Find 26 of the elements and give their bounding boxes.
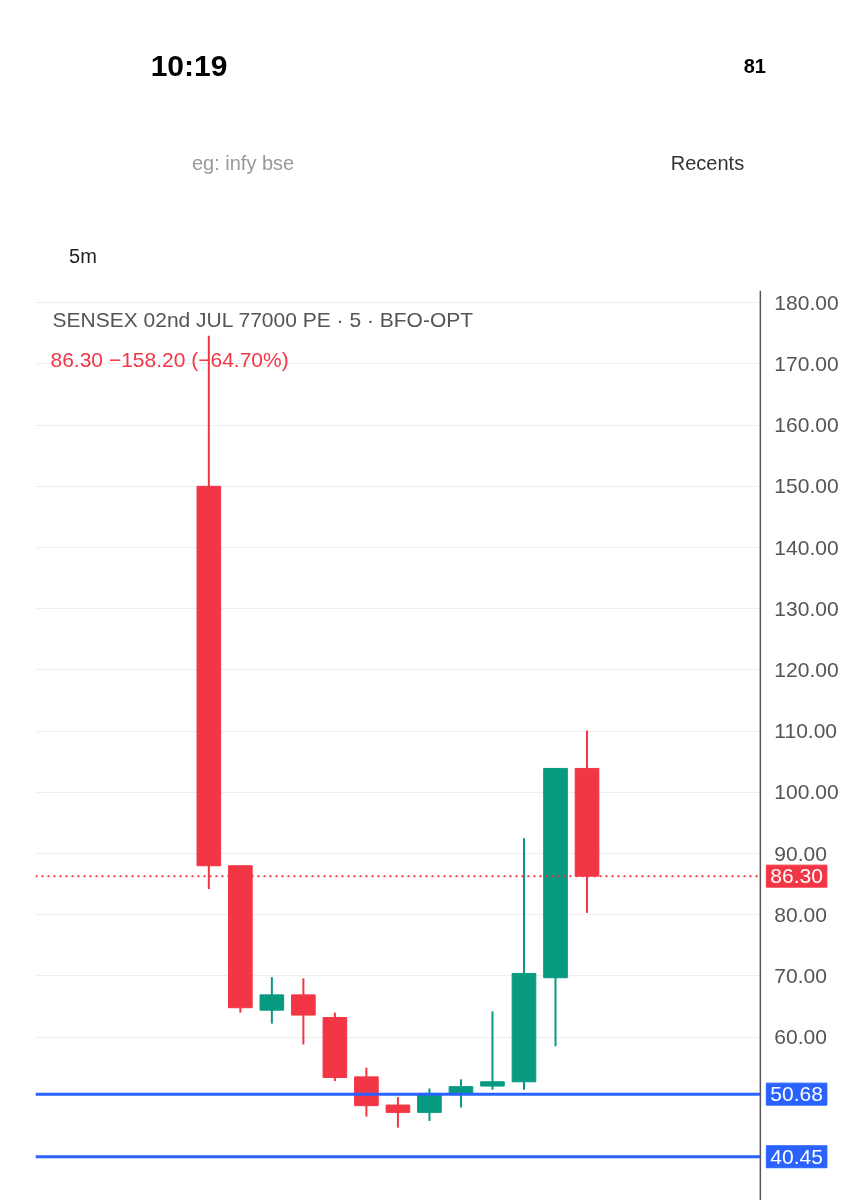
text: eg: infy bse — [191, 151, 295, 174]
y-tick-label: 140.00 — [774, 535, 839, 559]
y-tick-label: 110.00 — [774, 719, 838, 743]
y-tick-label: 60.00 — [774, 1025, 827, 1049]
text: SENSEX 02nd JUL 77000 PE · 5 · BFO-OPT — [52, 307, 474, 331]
y-tick-label: 90.00 — [774, 841, 827, 865]
ref-line-label: 40.45 — [770, 1144, 823, 1168]
ref-line-label: 86.30 — [770, 864, 823, 888]
y-tick-label: 150.00 — [774, 474, 839, 498]
y-tick-label: 170.00 — [774, 351, 839, 375]
y-tick-label: 100.00 — [774, 780, 839, 804]
y-tick-label: 160.00 — [774, 413, 839, 437]
candlestick — [291, 977, 316, 1046]
candlestick — [480, 1010, 505, 1091]
candlestick — [385, 1096, 411, 1129]
y-tick-label: 70.00 — [774, 963, 827, 987]
text: 81 — [743, 54, 766, 77]
text: 10:19 — [150, 49, 228, 82]
y-tick-label: 120.00 — [774, 657, 839, 681]
y-tick-label: 130.00 — [774, 596, 839, 620]
y-tick-label: 180.00 — [774, 290, 839, 314]
text: 5m — [69, 244, 97, 267]
candlestick — [259, 976, 285, 1025]
text: Recents — [670, 151, 745, 174]
ref-line-label: 50.68 — [770, 1082, 823, 1106]
y-tick-label: 80.00 — [774, 902, 827, 926]
